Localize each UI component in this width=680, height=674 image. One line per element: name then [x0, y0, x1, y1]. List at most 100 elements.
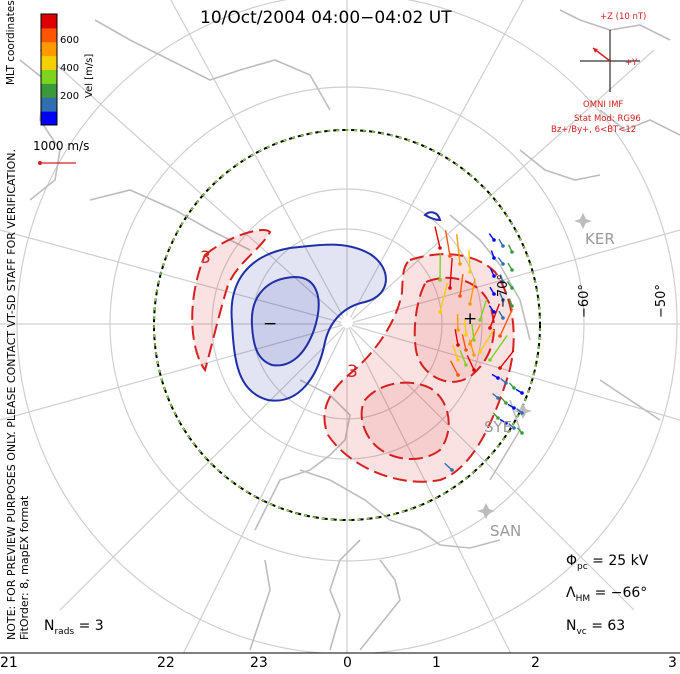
velocity-vector [456, 234, 461, 265]
velocity-vectors [434, 226, 524, 472]
velocity-vector-origin [456, 373, 460, 377]
latitude-label-70: −70° [496, 274, 511, 308]
velocity-vector-origin [464, 348, 468, 352]
velocity-vector-origin [448, 254, 452, 258]
scale-border [40, 13, 58, 126]
velocity-vector-origin [496, 416, 500, 420]
stat-n-vc: Nvc = 63 [566, 618, 626, 637]
mlt-tick-1: 1 [432, 655, 441, 671]
station-san: SAN [490, 522, 522, 540]
mlt-tick-0: 0 [343, 655, 352, 671]
positive-cell-outer [323, 253, 515, 483]
scale-swatch [41, 97, 57, 112]
velocity-vector-origin [438, 246, 442, 250]
velocity-vector-origin [498, 366, 502, 370]
positive-cell-south [360, 381, 450, 461]
velocity-vector-origin [501, 280, 505, 284]
pole-dot [341, 316, 353, 328]
velocity-vector-origin [458, 294, 462, 298]
scale-swatch [41, 69, 57, 84]
mlt-tick-23: 23 [250, 655, 268, 671]
stat-n-rads: Nrads = 3 [44, 618, 104, 637]
imf-y-label: +Y [625, 58, 638, 68]
velocity-vector [479, 298, 488, 321]
velocity-vector-origin [456, 328, 460, 332]
scale-swatch [41, 83, 57, 98]
velocity-vector [461, 334, 467, 351]
scale-swatch [41, 27, 57, 43]
scale-swatch [41, 111, 57, 126]
scale-tick-200: 200 [60, 91, 80, 102]
stat-phi-pc: Φpc = 25 kV [566, 553, 649, 572]
velocity-vector-origin [520, 391, 524, 395]
velocity-vector [454, 329, 459, 346]
velocity-vector-origin [498, 334, 502, 338]
velocity-vector [499, 308, 514, 337]
potential-max-marker: + [463, 309, 478, 329]
velocity-vector [468, 339, 475, 356]
meridian-grid [0, 0, 680, 653]
station-ker: KER [585, 230, 615, 248]
velocity-vector-origin [510, 250, 514, 254]
velocity-vector-origin [458, 262, 462, 266]
velocity-vector-origin [510, 268, 514, 272]
velocity-vector-origin [492, 274, 496, 278]
velocity-vector-origin [472, 368, 476, 372]
velocity-vector-origin [472, 338, 476, 342]
velocity-vector [464, 318, 467, 336]
mlt-coordinates-note: MLT coordinates [5, 0, 17, 85]
stat-lambda-hm: ΛHM = −66° [566, 585, 648, 604]
velocity-vector-origin [510, 286, 514, 290]
negative-cell-inner [250, 275, 320, 367]
velocity-vector [450, 360, 459, 376]
imf-source: OMNI IMF [583, 100, 624, 110]
scale-swatch [41, 55, 57, 70]
velocity-vector-origin [492, 310, 496, 314]
page-title: 10/Oct/2004 04:00−04:02 UT [200, 8, 452, 28]
velocity-vector-origin [492, 238, 496, 242]
velocity-vector-origin [456, 343, 460, 347]
velocity-vector-origin [492, 292, 496, 296]
velocity-vector-origin [438, 310, 442, 314]
velocity-vector-origin [504, 421, 508, 425]
preview-note: NOTE: FOR PREVIEW PURPOSES ONLY. PLEASE … [5, 148, 18, 640]
contour-label-3-dusk: 3 [200, 248, 211, 268]
velocity-vector-origin [472, 353, 476, 357]
mlt-tick-3: 3 [668, 655, 677, 671]
scale-swatch [41, 41, 57, 57]
velocity-vector-origin [501, 316, 505, 320]
scale-tick-600: 600 [60, 35, 80, 46]
scale-tick-400: 400 [60, 63, 80, 74]
velocity-vector-origin [496, 396, 500, 400]
velocity-vector [471, 324, 475, 341]
mlt-tick-22: 22 [157, 655, 175, 671]
velocity-vector-origin [492, 256, 496, 260]
velocity-vector [479, 329, 495, 353]
velocity-vector-origin [478, 318, 482, 322]
velocity-vector [489, 303, 501, 329]
station-sye: SYE [484, 418, 513, 436]
velocity-vector-origin [501, 244, 505, 248]
velocity-vector [449, 258, 453, 289]
velocity-vector [434, 226, 441, 249]
reference-vector [38, 161, 76, 165]
velocity-vector-origin [456, 358, 460, 362]
velocity-vector-origin [464, 333, 468, 337]
velocity-vector [452, 344, 459, 361]
velocity-vector [489, 335, 508, 361]
imf-z-label: +Z (10 nT) [600, 12, 647, 22]
hm-boundary-green [153, 129, 541, 521]
velocity-vector [439, 282, 449, 313]
mlt-tick-2: 2 [531, 655, 540, 671]
velocity-vector [469, 278, 476, 305]
reference-vector-label: 1000 m/s [33, 139, 90, 153]
velocity-vector [499, 350, 515, 369]
velocity-vector-origin [450, 468, 454, 472]
velocity-vector-origin [504, 381, 508, 385]
velocity-vector-origin [478, 350, 482, 354]
velocity-vector-origin [464, 363, 468, 367]
potential-min-marker: − [263, 314, 278, 334]
velocity-vector-origin [488, 358, 492, 362]
velocity-vector-origin [468, 270, 472, 274]
